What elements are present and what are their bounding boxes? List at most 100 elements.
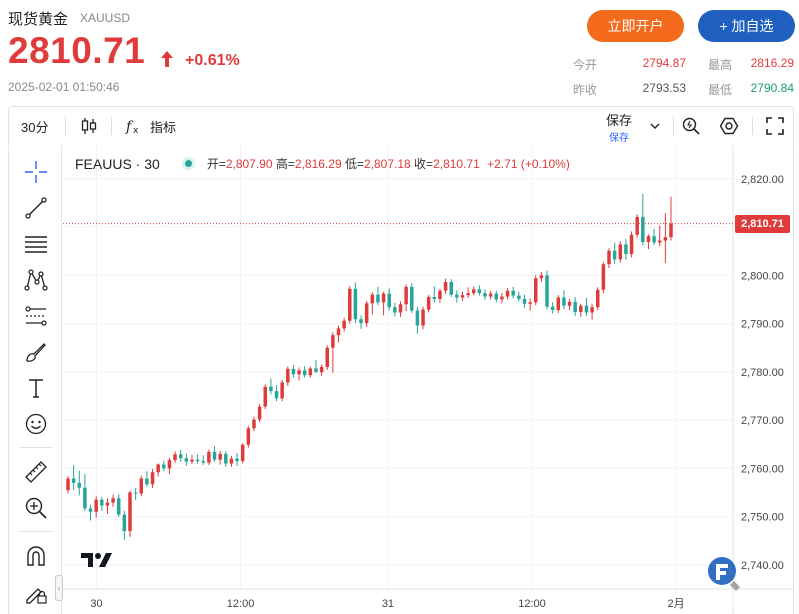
- candle-body: [83, 487, 87, 509]
- fullscreen-icon[interactable]: [765, 116, 785, 136]
- candle-body: [652, 236, 656, 243]
- add-watchlist-button[interactable]: + 加自选: [698, 10, 795, 42]
- drawing-toolbar: [8, 145, 62, 614]
- candle-body: [105, 502, 110, 506]
- chart-legend: FEAUUS · 30 开=2,807.90 高=2,816.29 低=2,80…: [75, 155, 570, 172]
- candle-body: [325, 347, 329, 367]
- prev-close-value: 2793.53: [642, 81, 686, 95]
- current-price: 2810.71: [8, 30, 146, 71]
- x-tick-label: 31: [382, 598, 394, 610]
- candle-body: [517, 295, 521, 299]
- candle-body: [528, 302, 532, 304]
- candle-body: [601, 264, 606, 290]
- low-value: 2790.84: [750, 81, 794, 95]
- zoom-in-icon[interactable]: [24, 496, 48, 520]
- text-icon[interactable]: [24, 376, 48, 400]
- candle-body: [145, 478, 149, 485]
- y-tick-label: 2,760.00: [741, 463, 784, 475]
- x-tick-label: 2月: [667, 598, 684, 610]
- candle-body: [336, 328, 341, 336]
- candle-body: [612, 250, 617, 260]
- svg-text:x: x: [133, 126, 139, 136]
- candle-body: [178, 454, 183, 459]
- candle-body: [342, 320, 346, 329]
- candle-body: [494, 293, 499, 300]
- candlestick-icon[interactable]: [79, 116, 99, 136]
- chart-area[interactable]: 2,820.002,810.002,800.002,790.002,780.00…: [63, 145, 794, 614]
- crosshair-icon[interactable]: [24, 160, 48, 184]
- candle-body: [511, 290, 515, 296]
- brush-icon[interactable]: [24, 340, 48, 364]
- candle-body: [77, 482, 82, 488]
- tradingview-logo-icon: [81, 553, 112, 567]
- interval-button[interactable]: 30分: [21, 119, 49, 135]
- candle-body: [376, 294, 380, 303]
- save-button[interactable]: 保存 保存: [599, 110, 639, 144]
- candle-body: [438, 290, 442, 299]
- candle-body: [618, 244, 623, 260]
- candle-body: [393, 307, 397, 313]
- magnet-icon[interactable]: [24, 544, 48, 568]
- candle-body: [94, 499, 98, 512]
- candle-body: [173, 454, 177, 461]
- legend-symbol: FEAUUS · 30: [75, 155, 160, 172]
- candle-body: [404, 286, 408, 305]
- y-tick-label: 2,750.00: [741, 512, 784, 524]
- emoji-icon[interactable]: [24, 412, 48, 436]
- candle-body: [624, 244, 628, 255]
- quick-search-icon[interactable]: [681, 116, 701, 136]
- candle-body: [128, 492, 132, 532]
- candle-body: [359, 319, 363, 324]
- open-account-button[interactable]: 立即开户: [587, 10, 684, 42]
- candle-body: [364, 303, 369, 324]
- fib-icon[interactable]: [24, 304, 48, 328]
- candle-body: [579, 305, 583, 312]
- low-label: 最低: [708, 83, 733, 97]
- candle-body: [426, 297, 431, 310]
- candle-body: [483, 293, 487, 297]
- candle-body: [657, 240, 662, 243]
- candle-body: [353, 288, 358, 320]
- candle-body: [635, 216, 639, 235]
- prev-close-label: 昨收: [573, 83, 598, 97]
- y-tick-label: 2,780.00: [741, 367, 784, 379]
- pattern-icon[interactable]: [24, 268, 48, 292]
- candlestick-chart[interactable]: 2,820.002,810.002,800.002,790.002,780.00…: [63, 145, 794, 614]
- y-tick-label: 2,800.00: [741, 270, 784, 282]
- toolbar-divider: [752, 117, 753, 135]
- candle-body: [562, 297, 566, 306]
- x-tick-label: 30: [90, 598, 102, 610]
- trend-line-icon[interactable]: [24, 196, 48, 220]
- toolbar-divider: [111, 117, 112, 135]
- ruler-icon[interactable]: [24, 460, 48, 484]
- legend-low: 2,807.18: [363, 157, 411, 171]
- fx-indicator-icon[interactable]: f x: [125, 116, 145, 136]
- candle-body: [595, 289, 600, 308]
- indicators-button[interactable]: 指标: [150, 119, 177, 135]
- settings-hexagon-icon[interactable]: [719, 116, 739, 136]
- candle-body: [263, 386, 267, 407]
- candle-body: [421, 309, 425, 326]
- candle-body: [314, 368, 318, 373]
- candle-body: [291, 368, 296, 375]
- current-price-tag: 2,810.71: [735, 215, 790, 233]
- candle-body: [584, 305, 589, 313]
- pencil-lock-icon[interactable]: [24, 581, 48, 605]
- candle-body: [556, 297, 561, 311]
- chevron-down-icon[interactable]: [645, 116, 665, 136]
- candle-body: [331, 335, 335, 348]
- candle-body: [286, 368, 290, 383]
- candle-body: [133, 492, 138, 494]
- candle-body: [297, 370, 301, 375]
- candle-body: [443, 282, 448, 291]
- horizontal-lines-icon[interactable]: [24, 232, 48, 256]
- collapse-toolbar-handle[interactable]: ‹: [55, 575, 63, 601]
- candle-body: [387, 293, 391, 308]
- y-tick-label: 2,820.00: [741, 174, 784, 186]
- candle-body: [229, 458, 234, 464]
- candle-body: [280, 382, 284, 399]
- candle-body: [308, 368, 313, 376]
- candle-body: [139, 478, 144, 494]
- candle-body: [122, 514, 127, 532]
- candle-body: [370, 294, 375, 304]
